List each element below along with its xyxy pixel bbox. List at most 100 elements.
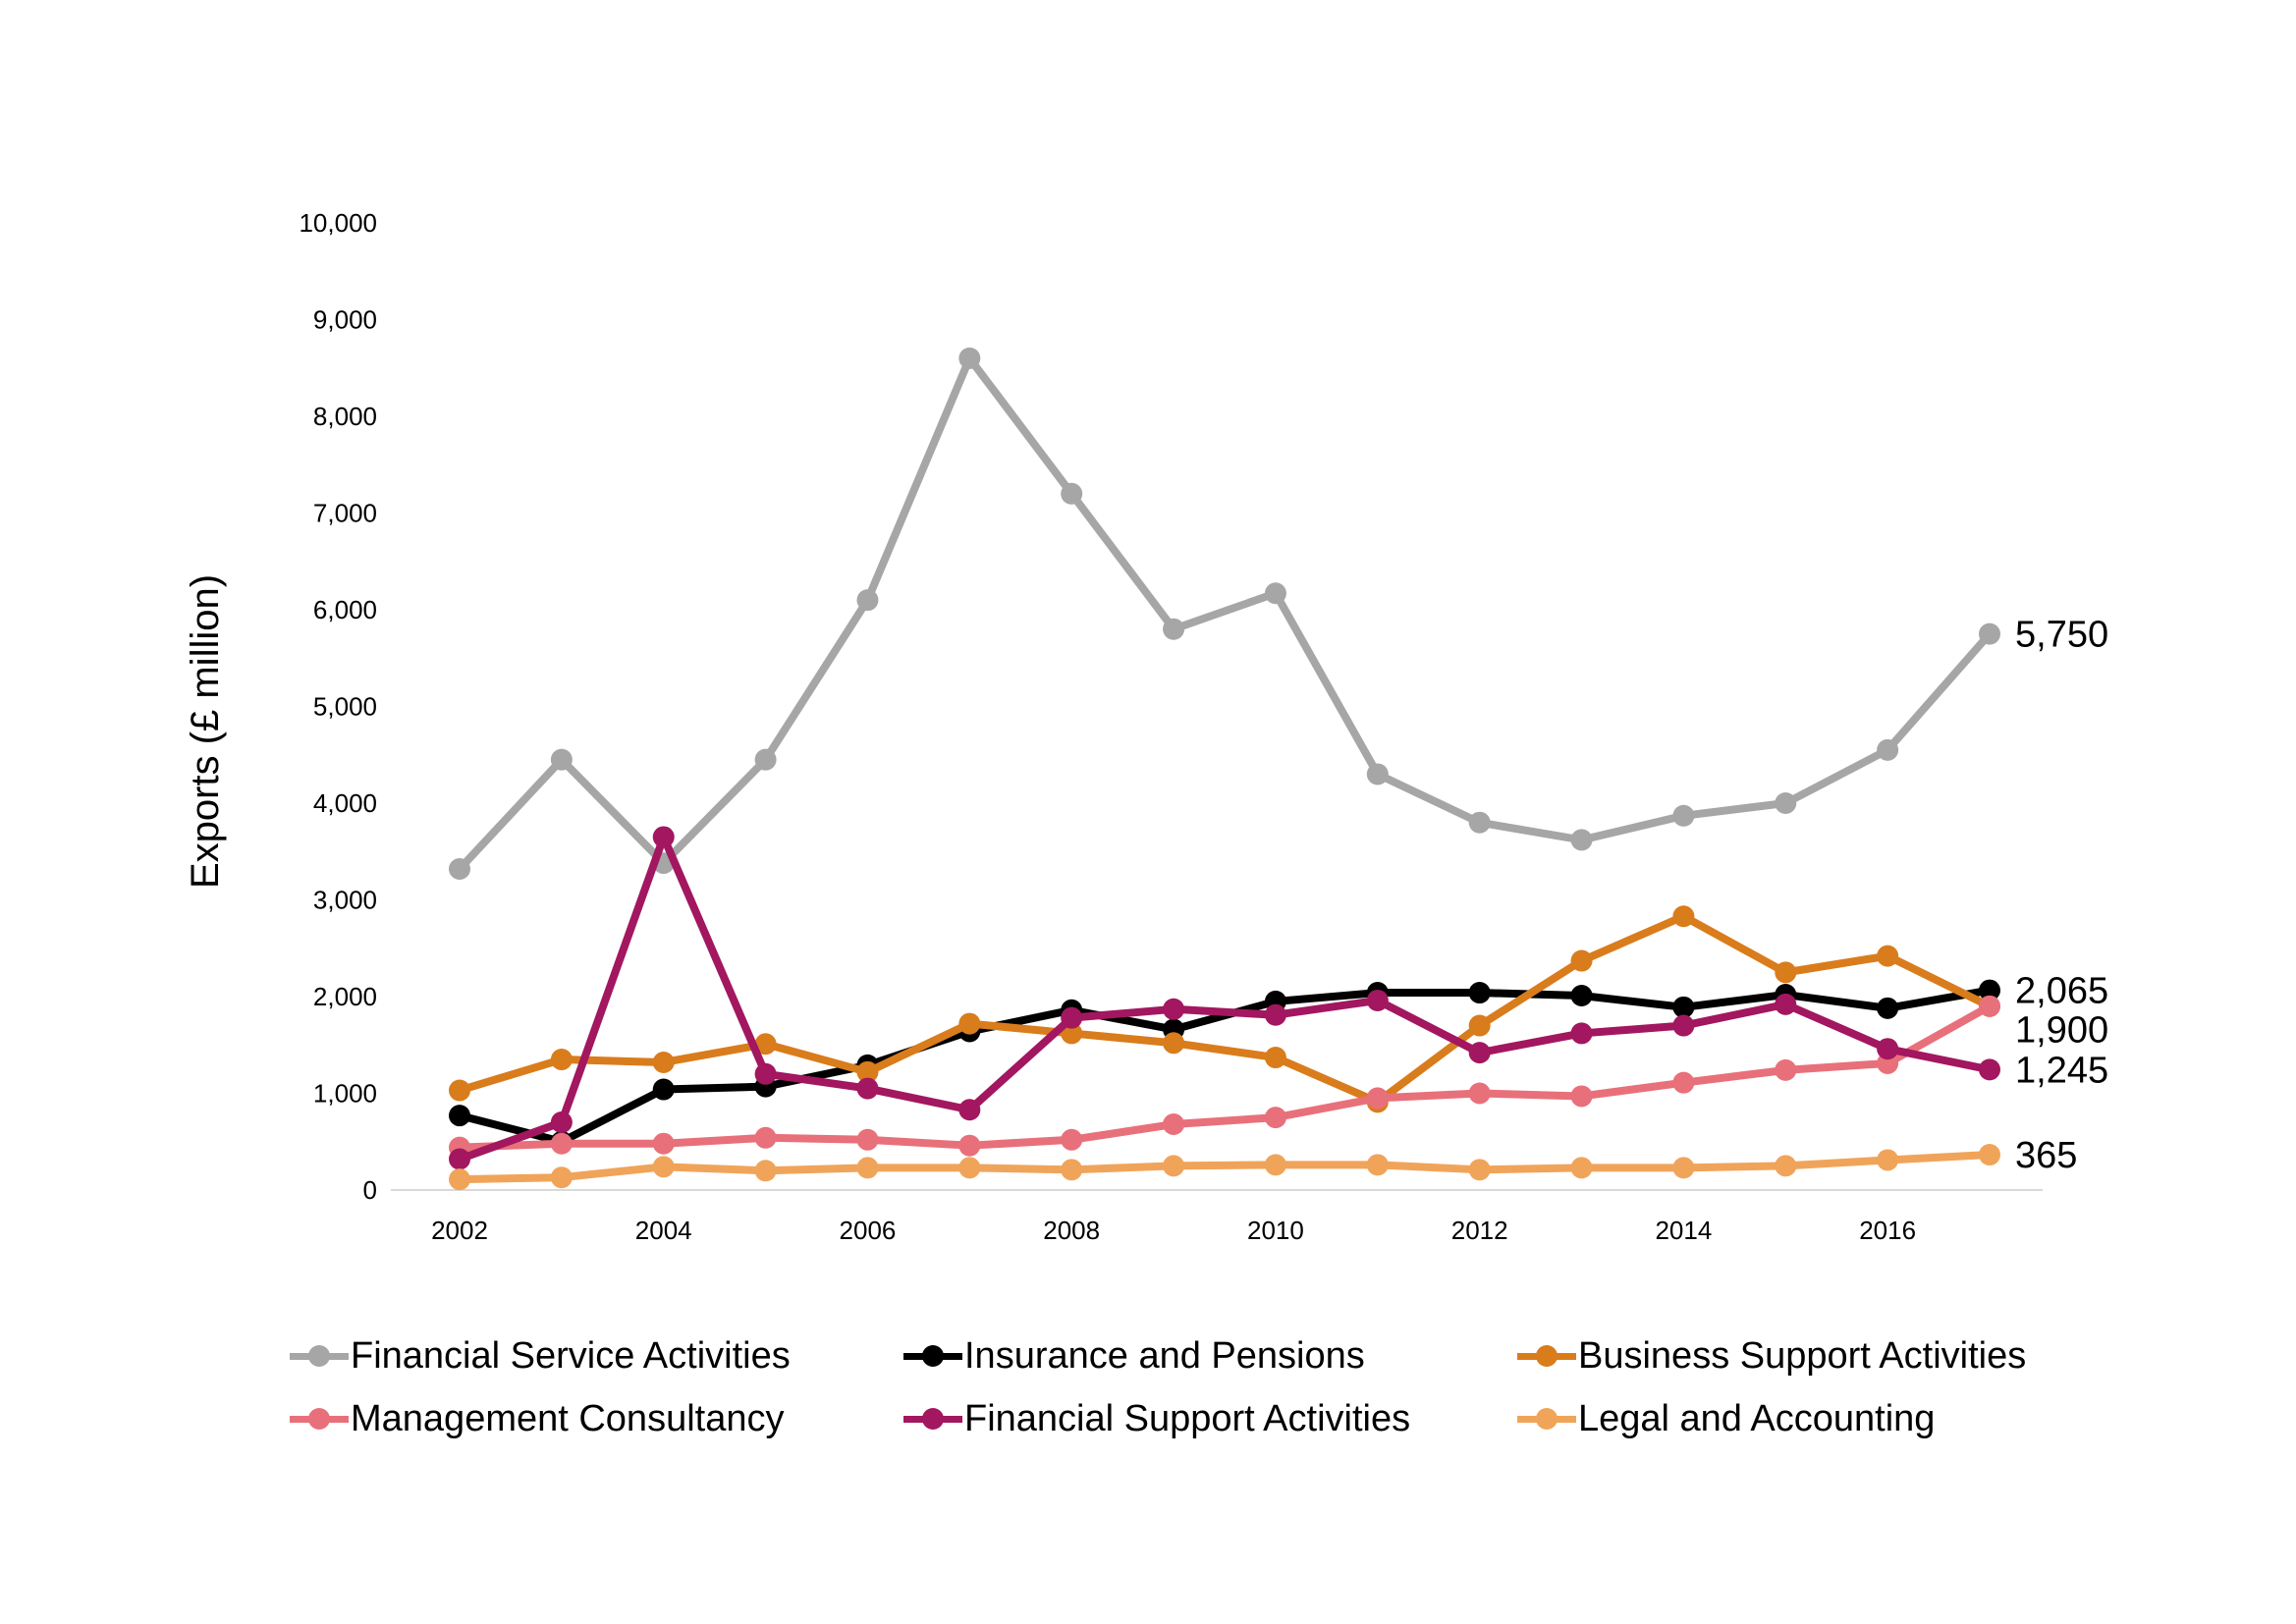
data-point [754,1062,777,1085]
data-point [1979,623,2000,645]
series-line [456,353,1994,873]
data-point [754,1126,777,1149]
data-point [1672,804,1695,827]
series-line [456,833,1994,1164]
data-point [1366,1154,1389,1176]
legend-swatch-marker [922,1408,944,1430]
data-point [652,1132,675,1155]
data-point [1468,1014,1491,1037]
data-point [856,1077,879,1100]
data-point [1672,996,1695,1018]
data-point [1264,1003,1286,1026]
data-point [1570,1157,1593,1179]
series-layer [449,347,2000,1191]
legend-swatch-marker [1536,1345,1558,1367]
data-point [550,1166,573,1189]
data-point [550,1111,573,1134]
data-point [754,1160,777,1182]
y-tick-label: 5,000 [313,692,377,722]
legend-label: Management Consultancy [351,1397,785,1439]
legend: Financial Service Activities Insurance an… [290,1335,2156,1439]
data-point [958,1012,981,1035]
data-point [449,1079,470,1102]
data-point [550,748,573,771]
data-point [449,857,470,880]
data-point [550,1132,573,1155]
legend-swatch [903,1336,962,1376]
data-point [449,1105,470,1127]
data-point [1979,1144,2000,1166]
data-point [1468,1159,1491,1181]
data-point [1366,989,1389,1011]
data-point [754,748,777,771]
data-point [1979,979,2000,1001]
data-point [1570,985,1593,1007]
end-value-label: 1,245 [2015,1050,2108,1091]
data-point [1877,945,1899,967]
data-point [652,1051,675,1073]
x-tick-label: 2010 [1247,1216,1304,1245]
data-point [1775,792,1797,814]
y-tick-label: 3,000 [313,886,377,915]
data-point [1264,1154,1286,1176]
data-point [1366,763,1389,785]
x-tick-label: 2008 [1043,1216,1100,1245]
data-point [958,1157,981,1179]
data-point [1163,618,1185,640]
data-point [856,1157,879,1179]
legend-item: Insurance and Pensions [903,1335,1517,1377]
data-point [1877,1038,1899,1060]
end-value-label: 1,900 [2015,1010,2108,1052]
y-tick-label: 1,000 [313,1079,377,1109]
series-line [456,912,1994,1107]
data-point [1775,993,1797,1015]
x-tick-label: 2002 [431,1216,488,1245]
y-tick-label: 10,000 [299,208,377,238]
data-point [1672,1071,1695,1094]
data-point [958,1099,981,1121]
end-value-label: 365 [2015,1135,2077,1176]
x-tick-label: 2004 [635,1216,692,1245]
y-tick-label: 8,000 [313,402,377,431]
data-point [1570,829,1593,851]
data-point [1163,1113,1185,1136]
data-point [1061,1128,1083,1151]
legend-swatch [290,1399,349,1438]
series-line [456,1001,1994,1152]
data-point [1979,1058,2000,1081]
legend-label: Financial Service Activities [351,1334,791,1377]
data-point [1061,482,1083,505]
data-point [958,347,981,369]
y-axis-title-group: Exports (£ million) [184,574,227,889]
data-point [1877,997,1899,1019]
data-point [1672,1014,1695,1037]
legend-item: Business Support Activities [1517,1335,2156,1377]
data-point [652,1156,675,1178]
legend-label: Legal and Accounting [1578,1397,1936,1439]
legend-label: Financial Support Activities [964,1397,1411,1439]
data-point [1468,811,1491,834]
data-point [1979,995,2000,1017]
legend-swatch-marker [922,1345,944,1367]
data-point [1366,1087,1389,1110]
legend-swatch [1517,1399,1576,1438]
data-point [1775,1155,1797,1177]
x-tick-label: 2014 [1655,1216,1712,1245]
data-point [1264,582,1286,605]
y-tick-label: 7,000 [313,499,377,528]
data-point [1163,998,1185,1020]
legend-label: Business Support Activities [1578,1334,2027,1377]
series-financial-service-activities [449,347,2000,880]
data-point [1775,961,1797,984]
data-point [1468,1082,1491,1105]
data-point [1163,1032,1185,1055]
y-tick-label: 9,000 [313,305,377,335]
legend-item: Legal and Accounting [1517,1398,2156,1439]
legend-swatch [1517,1336,1576,1376]
y-axis-ticks: 0 1,000 2,000 3,000 4,000 5,000 6,000 7,000 8,00… [299,208,377,1205]
data-point [1775,1058,1797,1081]
legend-swatch [903,1399,962,1438]
y-tick-label: 6,000 [313,595,377,624]
